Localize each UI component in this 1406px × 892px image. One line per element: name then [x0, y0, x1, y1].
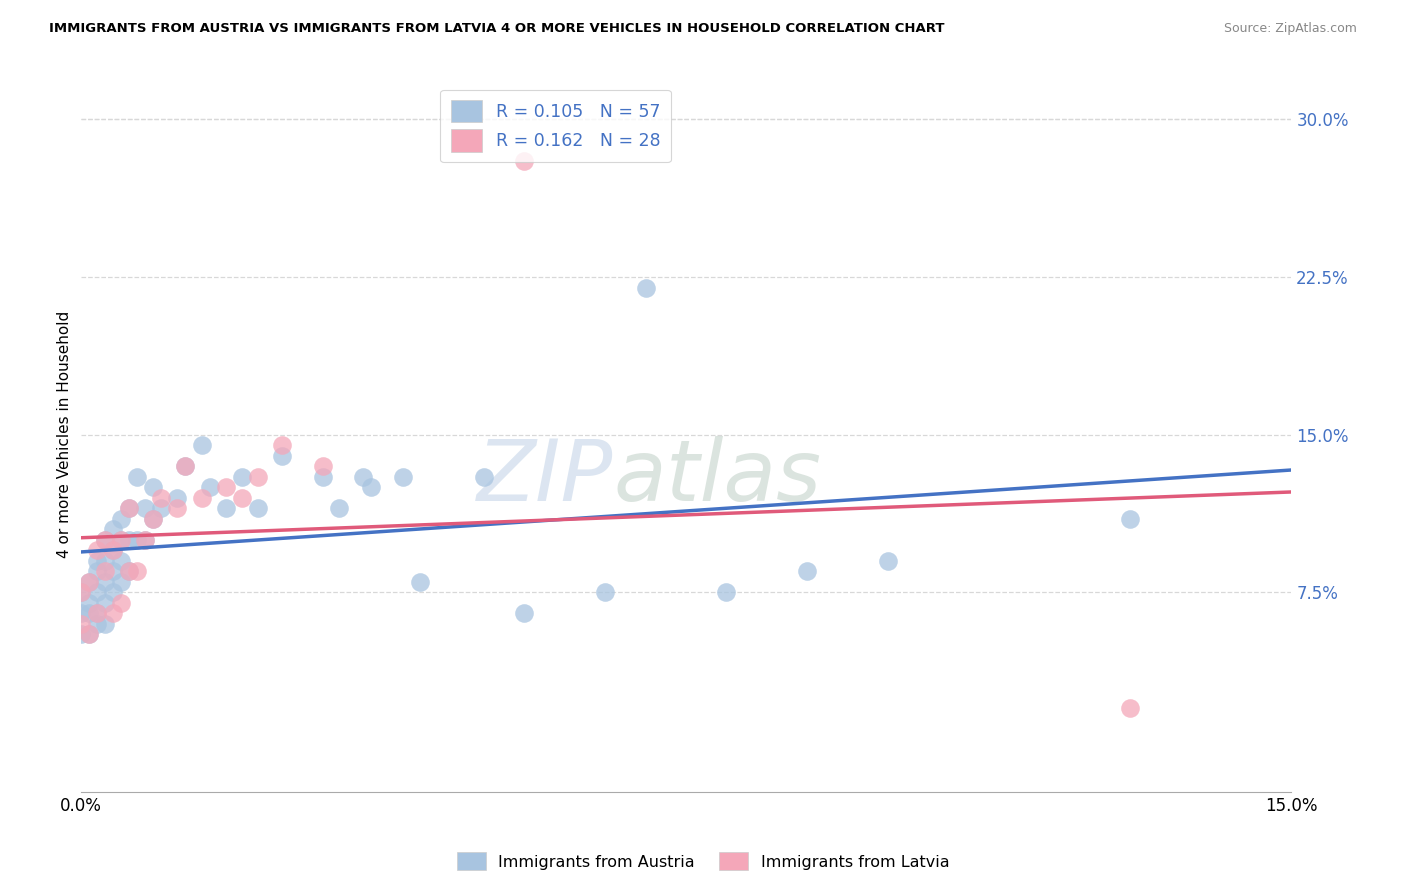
Text: IMMIGRANTS FROM AUSTRIA VS IMMIGRANTS FROM LATVIA 4 OR MORE VEHICLES IN HOUSEHOL: IMMIGRANTS FROM AUSTRIA VS IMMIGRANTS FR…: [49, 22, 945, 36]
Point: [174, 459, 197, 474]
Point: [77, 596, 100, 610]
Point: [174, 459, 197, 474]
Point: [77, 574, 100, 589]
Point: [118, 501, 141, 516]
Point: [231, 469, 253, 483]
Point: [328, 501, 350, 516]
Point: [142, 511, 165, 525]
Point: [77, 574, 100, 589]
Point: [231, 491, 253, 505]
Point: [796, 564, 818, 578]
Point: [312, 469, 335, 483]
Point: [69, 616, 91, 631]
Point: [93, 596, 115, 610]
Point: [876, 553, 898, 567]
Point: [634, 280, 657, 294]
Point: [77, 627, 100, 641]
Point: [198, 480, 221, 494]
Point: [118, 533, 141, 547]
Point: [101, 606, 124, 620]
Point: [125, 533, 148, 547]
Point: [247, 501, 270, 516]
Point: [93, 553, 115, 567]
Point: [110, 511, 132, 525]
Point: [190, 491, 212, 505]
Legend: Immigrants from Austria, Immigrants from Latvia: Immigrants from Austria, Immigrants from…: [450, 846, 956, 877]
Point: [93, 533, 115, 547]
Point: [101, 543, 124, 558]
Point: [312, 459, 335, 474]
Point: [360, 480, 382, 494]
Point: [118, 501, 141, 516]
Point: [134, 533, 156, 547]
Point: [93, 574, 115, 589]
Point: [69, 606, 91, 620]
Point: [86, 564, 108, 578]
Point: [134, 501, 156, 516]
Text: ZIP: ZIP: [477, 436, 613, 519]
Point: [166, 501, 188, 516]
Point: [271, 449, 294, 463]
Point: [86, 585, 108, 599]
Point: [86, 606, 108, 620]
Point: [101, 522, 124, 536]
Point: [472, 469, 495, 483]
Point: [166, 491, 188, 505]
Point: [118, 564, 141, 578]
Text: atlas: atlas: [613, 436, 821, 519]
Point: [86, 606, 108, 620]
Point: [101, 585, 124, 599]
Point: [142, 480, 165, 494]
Point: [101, 543, 124, 558]
Text: Source: ZipAtlas.com: Source: ZipAtlas.com: [1223, 22, 1357, 36]
Point: [86, 553, 108, 567]
Point: [110, 553, 132, 567]
Point: [86, 616, 108, 631]
Point: [118, 564, 141, 578]
Point: [513, 606, 536, 620]
Point: [110, 533, 132, 547]
Point: [69, 627, 91, 641]
Point: [77, 606, 100, 620]
Point: [77, 627, 100, 641]
Point: [408, 574, 430, 589]
Point: [513, 154, 536, 169]
Point: [142, 511, 165, 525]
Point: [110, 596, 132, 610]
Point: [93, 616, 115, 631]
Y-axis label: 4 or more Vehicles in Household: 4 or more Vehicles in Household: [58, 311, 72, 558]
Point: [1119, 511, 1142, 525]
Point: [134, 533, 156, 547]
Point: [247, 469, 270, 483]
Point: [352, 469, 374, 483]
Point: [86, 543, 108, 558]
Point: [215, 480, 238, 494]
Point: [69, 585, 91, 599]
Point: [1119, 700, 1142, 714]
Point: [215, 501, 238, 516]
Point: [125, 564, 148, 578]
Point: [271, 438, 294, 452]
Point: [150, 501, 173, 516]
Point: [110, 533, 132, 547]
Point: [93, 533, 115, 547]
Point: [125, 469, 148, 483]
Point: [69, 585, 91, 599]
Point: [93, 564, 115, 578]
Point: [150, 491, 173, 505]
Point: [190, 438, 212, 452]
Point: [392, 469, 415, 483]
Point: [101, 564, 124, 578]
Legend: R = 0.105   N = 57, R = 0.162   N = 28: R = 0.105 N = 57, R = 0.162 N = 28: [440, 90, 671, 162]
Point: [716, 585, 738, 599]
Point: [593, 585, 616, 599]
Point: [110, 574, 132, 589]
